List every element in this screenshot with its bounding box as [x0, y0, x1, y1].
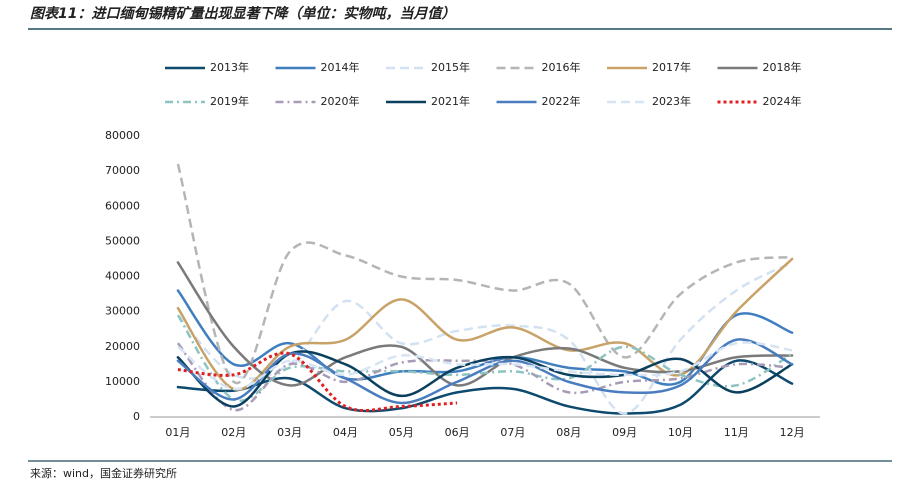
- x-tick-label: 04月: [333, 426, 358, 439]
- source: 来源：wind，国金证券研究所: [30, 466, 177, 480]
- series-line: [176, 163, 793, 385]
- y-tick-label: 30000: [105, 305, 140, 318]
- legend-label: 2022年: [542, 94, 581, 108]
- x-tick-label: 11月: [724, 426, 749, 439]
- y-tick-label: 80000: [105, 129, 140, 142]
- series-line: [176, 314, 793, 403]
- y-tick-label: 60000: [105, 199, 140, 212]
- y-tick-label: 0: [133, 410, 140, 423]
- legend-label: 2019年: [210, 94, 249, 108]
- legend-label: 2014年: [321, 60, 360, 74]
- x-tick-label: 08月: [556, 426, 581, 439]
- x-tick-label: 10月: [668, 426, 693, 439]
- series-line: [176, 359, 794, 415]
- x-tick-label: 02月: [221, 426, 246, 439]
- y-tick-label: 70000: [105, 164, 140, 177]
- chart-title: 图表11：进口缅甸锡精矿量出现显著下降（单位：实物吨，当月值）: [30, 5, 455, 22]
- x-tick-label: 06月: [445, 426, 470, 439]
- legend-label: 2024年: [763, 94, 802, 108]
- series-line: [177, 351, 458, 412]
- y-tick-label: 40000: [105, 270, 140, 283]
- legend-label: 2021年: [431, 94, 470, 108]
- y-tick-label: 20000: [105, 340, 140, 353]
- x-tick-label: 01月: [165, 426, 190, 439]
- legend-label: 2015年: [431, 60, 470, 74]
- legend-label: 2018年: [763, 60, 802, 74]
- legend-label: 2020年: [321, 94, 360, 108]
- x-tick-label: 07月: [500, 426, 525, 439]
- x-tick-label: 12月: [780, 426, 805, 439]
- y-tick-label: 10000: [105, 375, 140, 388]
- series-line: [176, 261, 793, 415]
- legend-label: 2016年: [542, 60, 581, 74]
- y-tick-label: 50000: [105, 234, 140, 247]
- legend-label: 2013年: [210, 60, 249, 74]
- series-line: [176, 338, 794, 405]
- legend-label: 2023年: [652, 94, 691, 108]
- x-tick-label: 03月: [277, 426, 302, 439]
- x-tick-label: 09月: [612, 426, 637, 439]
- legend-label: 2017年: [652, 60, 691, 74]
- series-line: [177, 341, 793, 391]
- series-line: [176, 342, 793, 412]
- x-tick-label: 05月: [389, 426, 414, 439]
